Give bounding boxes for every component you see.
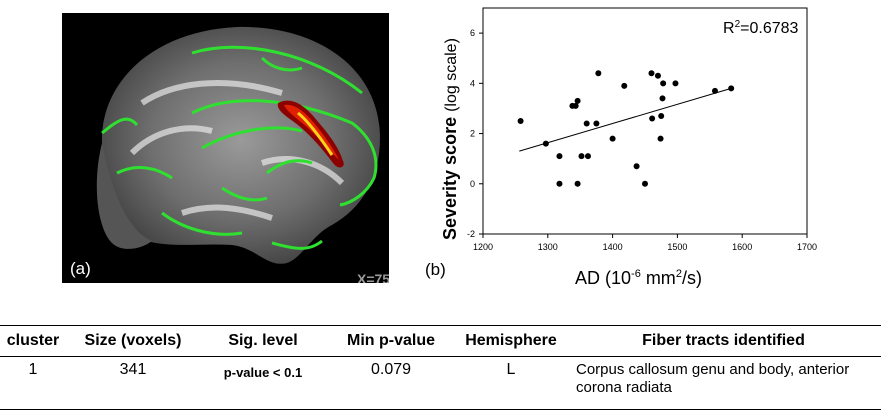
data-point (649, 115, 656, 122)
table-row: 1 341 p-value < 0.1 0.079 L Corpus callo… (0, 356, 881, 410)
header-fiber-tracts: Fiber tracts identified (566, 325, 881, 357)
y-axis-ticks: -2 0 2 4 6 (467, 28, 483, 239)
table-header-row: cluster Size (voxels) Sig. level Min p-v… (0, 325, 881, 357)
brainstem-shadow (96, 143, 152, 249)
data-point (583, 120, 590, 127)
data-point (572, 102, 579, 109)
data-point (556, 180, 563, 187)
data-point (556, 153, 563, 160)
header-hemisphere: Hemisphere (456, 325, 566, 357)
slice-coordinate-label: X=75 (357, 271, 389, 283)
data-point (654, 72, 661, 79)
brain-slice-graphic (96, 26, 380, 264)
header-size: Size (voxels) (66, 325, 200, 357)
data-point (648, 70, 655, 77)
results-table: cluster Size (voxels) Sig. level Min p-v… (0, 325, 881, 410)
data-point (658, 112, 665, 119)
x-tick-label: 1600 (732, 242, 752, 252)
header-cluster: cluster (0, 325, 66, 357)
brain-sagittal-image: (a) X=75 (62, 13, 389, 283)
y-tick-label: 2 (470, 129, 475, 139)
trendline (519, 87, 732, 152)
y-axis-label: Severity score(log scale) (440, 38, 460, 240)
data-point (542, 140, 549, 147)
data-point (657, 135, 664, 142)
y-tick-label: -2 (467, 229, 475, 239)
x-tick-label: 1300 (538, 242, 558, 252)
plot-frame (482, 7, 808, 235)
cell-hemisphere: L (456, 356, 566, 410)
y-tick-label: 0 (470, 179, 475, 189)
cell-min-p: 0.079 (326, 356, 456, 410)
data-point (609, 135, 616, 142)
scatter-plot-panel: -2 0 2 4 6 1200 1300 1400 1500 1600 1700 R2=0.678… (423, 0, 823, 292)
data-point (574, 97, 581, 104)
data-point (633, 163, 640, 170)
data-point (517, 118, 524, 124)
x-tick-label: 1500 (667, 242, 687, 252)
data-point (595, 70, 602, 77)
data-point (659, 95, 666, 102)
cell-sig-level: p-value < 0.1 (200, 356, 326, 410)
data-point (728, 85, 735, 92)
cell-size: 341 (66, 356, 200, 410)
x-tick-label: 1400 (603, 242, 623, 252)
panel-a-label: (a) (70, 259, 91, 278)
x-axis-ticks: 1200 1300 1400 1500 1600 1700 (473, 234, 817, 252)
significant-cluster (277, 100, 344, 168)
brain-outline (101, 26, 380, 264)
green-tract-overlay (101, 45, 378, 250)
data-points (517, 70, 735, 187)
data-point (574, 180, 581, 187)
data-point (711, 87, 718, 94)
x-tick-label: 1200 (473, 242, 493, 252)
cell-fiber-tracts: Corpus callosum genu and body, anterior … (566, 356, 881, 410)
data-point (578, 153, 585, 160)
x-axis-label: AD (10-6 mm2/s) (575, 268, 702, 288)
panel-b-label: (b) (425, 260, 446, 279)
y-tick-label: 4 (470, 78, 475, 88)
header-min-p: Min p-value (326, 325, 456, 357)
data-point (672, 80, 679, 87)
cell-cluster: 1 (0, 356, 66, 410)
data-point (621, 82, 628, 89)
header-sig-level: Sig. level (200, 325, 326, 357)
data-point (593, 120, 600, 127)
y-tick-label: 6 (470, 28, 475, 38)
data-point (584, 153, 591, 160)
scatter-plot: -2 0 2 4 6 1200 1300 1400 1500 1600 1700 R2=0.678… (425, 7, 817, 288)
r-squared-annotation: R2=0.6783 (723, 19, 799, 37)
x-tick-label: 1700 (797, 242, 817, 252)
data-point (642, 180, 648, 187)
data-point (660, 80, 667, 87)
